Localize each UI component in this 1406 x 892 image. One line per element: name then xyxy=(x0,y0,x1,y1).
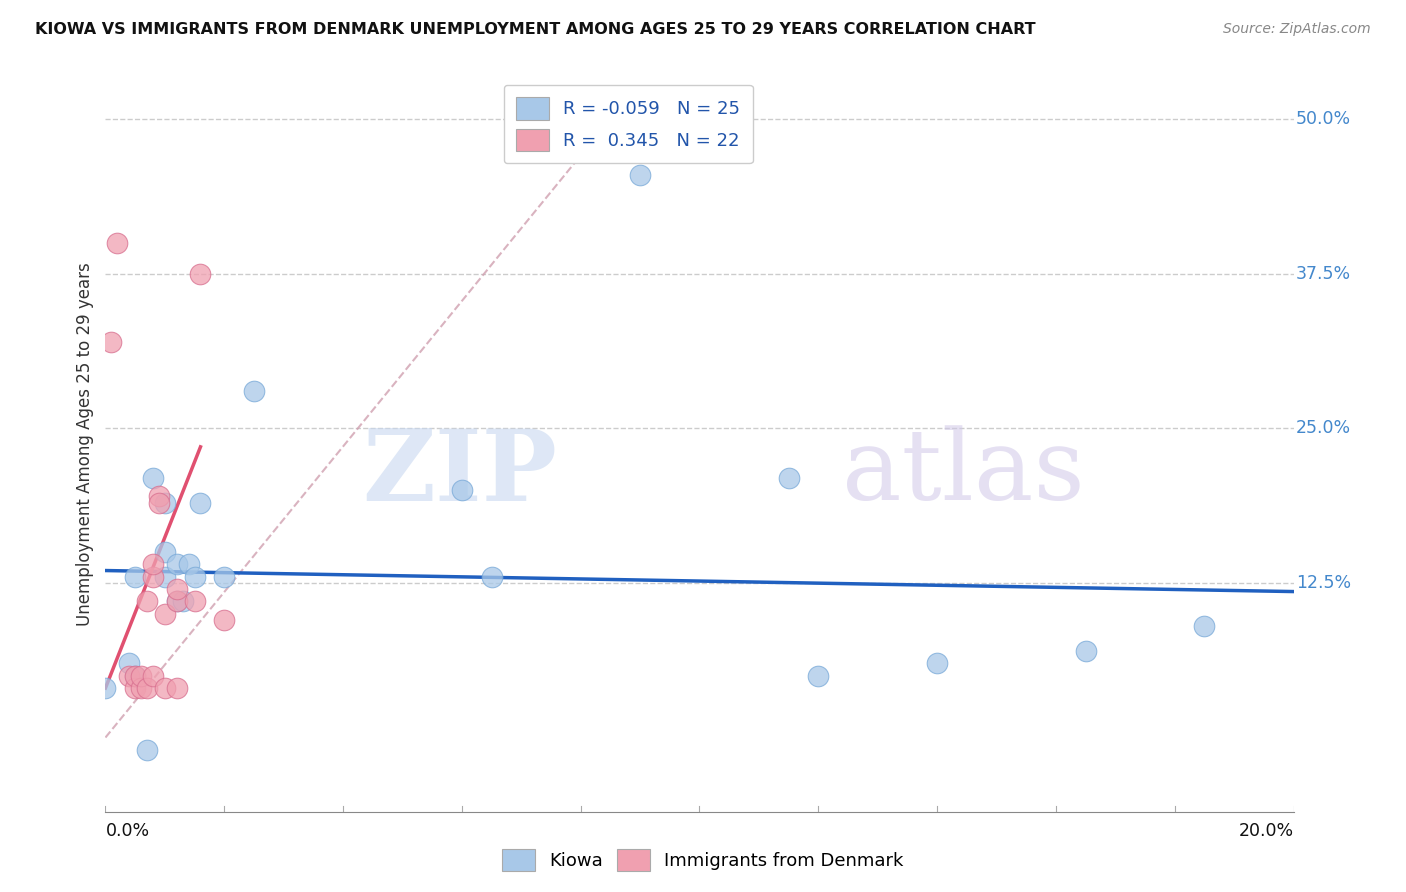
Point xyxy=(136,594,159,608)
Point xyxy=(190,495,212,509)
Point xyxy=(148,495,170,509)
Point xyxy=(1194,619,1216,633)
Point xyxy=(807,668,830,682)
Point xyxy=(778,471,800,485)
Point xyxy=(142,471,165,485)
Point xyxy=(183,594,205,608)
Point xyxy=(628,168,651,182)
Point xyxy=(136,743,159,757)
Point xyxy=(214,570,236,584)
Text: 12.5%: 12.5% xyxy=(1296,574,1351,592)
Point xyxy=(124,668,146,682)
Point xyxy=(166,681,188,695)
Text: KIOWA VS IMMIGRANTS FROM DENMARK UNEMPLOYMENT AMONG AGES 25 TO 29 YEARS CORRELAT: KIOWA VS IMMIGRANTS FROM DENMARK UNEMPLO… xyxy=(35,22,1036,37)
Point xyxy=(129,668,152,682)
Text: 25.0%: 25.0% xyxy=(1296,419,1351,437)
Text: 20.0%: 20.0% xyxy=(1239,822,1294,839)
Text: ZIP: ZIP xyxy=(361,425,557,522)
Point xyxy=(166,594,188,608)
Point xyxy=(243,384,266,399)
Point xyxy=(177,558,200,572)
Point xyxy=(927,657,949,671)
Point xyxy=(481,570,503,584)
Point xyxy=(148,489,170,503)
Point xyxy=(153,545,176,559)
Point xyxy=(118,657,141,671)
Point xyxy=(166,582,188,596)
Point xyxy=(124,668,146,682)
Point xyxy=(142,558,165,572)
Text: 50.0%: 50.0% xyxy=(1296,110,1351,128)
Text: atlas: atlas xyxy=(842,425,1085,521)
Text: 0.0%: 0.0% xyxy=(105,822,149,839)
Point xyxy=(142,570,165,584)
Text: Source: ZipAtlas.com: Source: ZipAtlas.com xyxy=(1223,22,1371,37)
Point xyxy=(153,570,176,584)
Point xyxy=(153,607,176,621)
Y-axis label: Unemployment Among Ages 25 to 29 years: Unemployment Among Ages 25 to 29 years xyxy=(76,262,94,625)
Point xyxy=(142,668,165,682)
Point xyxy=(190,267,212,281)
Point xyxy=(153,495,176,509)
Legend: Kiowa, Immigrants from Denmark: Kiowa, Immigrants from Denmark xyxy=(495,842,911,879)
Text: 37.5%: 37.5% xyxy=(1296,265,1351,283)
Point xyxy=(153,681,176,695)
Point xyxy=(166,558,188,572)
Point xyxy=(105,235,128,250)
Point xyxy=(183,570,205,584)
Point xyxy=(450,483,472,497)
Point xyxy=(94,681,117,695)
Point xyxy=(124,681,146,695)
Point xyxy=(129,681,152,695)
Point xyxy=(1074,644,1097,658)
Point xyxy=(136,681,159,695)
Point xyxy=(166,594,188,608)
Point xyxy=(124,570,146,584)
Legend: R = -0.059   N = 25, R =  0.345   N = 22: R = -0.059 N = 25, R = 0.345 N = 22 xyxy=(503,85,752,163)
Point xyxy=(172,594,194,608)
Point xyxy=(100,334,122,349)
Point xyxy=(118,668,141,682)
Point xyxy=(214,613,236,627)
